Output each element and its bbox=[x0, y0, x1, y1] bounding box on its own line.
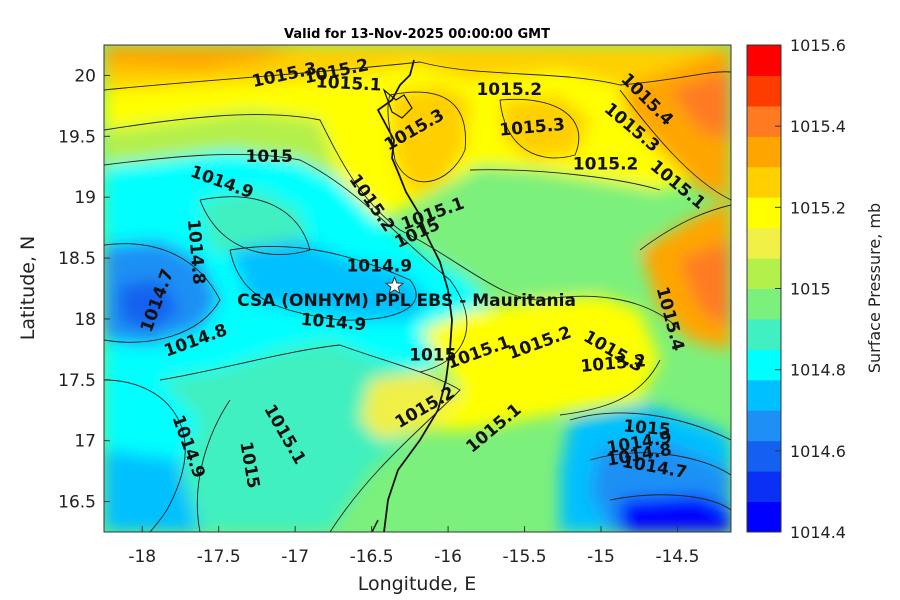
colorbar-ticks: 1015.6 1015.4 1015.2 1015 1014.8 1014.6 1014.4 bbox=[775, 36, 846, 542]
station-label: CSA (ONHYM) PPL EBS - Mauritania bbox=[237, 291, 576, 311]
colorbar-segment bbox=[747, 105, 781, 137]
colorbar-segment bbox=[747, 440, 781, 472]
contour-label: 1015 bbox=[409, 345, 456, 365]
contour-label: 1015.1 bbox=[315, 72, 382, 95]
contour-label: 1015 bbox=[622, 416, 671, 440]
contour-label: 1014.9 bbox=[346, 257, 412, 277]
x-tick-label: -14.5 bbox=[655, 547, 699, 567]
y-tick-label: 19 bbox=[74, 188, 96, 208]
colorbar-segment bbox=[747, 227, 781, 259]
colorbar-segment bbox=[747, 410, 781, 442]
colorbar-segment bbox=[747, 136, 781, 168]
x-tick-label: -17.5 bbox=[197, 547, 241, 567]
y-tick-label: 17 bbox=[74, 432, 96, 452]
x-tick-label: -17 bbox=[281, 547, 309, 567]
contour-label: 1015 bbox=[245, 147, 292, 167]
y-axis-ticks: 20 19.5 19 18.5 18 17.5 17 16.5 bbox=[58, 66, 110, 513]
colorbar-tick-label: 1015.2 bbox=[790, 198, 846, 217]
x-tick-label: -18 bbox=[128, 547, 156, 567]
pressure-field bbox=[104, 45, 731, 532]
coastline bbox=[371, 59, 453, 532]
y-tick-label: 18 bbox=[74, 310, 96, 330]
colorbar-tick-label: 1015.4 bbox=[790, 117, 846, 136]
colorbar-segment bbox=[747, 45, 781, 76]
colorbar-tick-label: 1015 bbox=[790, 280, 831, 299]
colorbar-label: Surface Pressure, mb bbox=[865, 203, 884, 373]
y-tick-label: 18.5 bbox=[58, 249, 96, 269]
colorbar-segment bbox=[747, 379, 781, 411]
colorbar-tick-label: 1014.8 bbox=[790, 361, 846, 380]
colorbar-tick-label: 1014.4 bbox=[790, 523, 846, 542]
colorbar-segment bbox=[747, 318, 781, 350]
contour-label: 1015.2 bbox=[476, 80, 542, 100]
colorbar-segment bbox=[747, 349, 781, 381]
station-star-icon[interactable] bbox=[384, 275, 405, 295]
colorbar-segment bbox=[747, 166, 781, 198]
colorbar-segment bbox=[747, 471, 781, 503]
station-marker[interactable] bbox=[384, 275, 405, 295]
colorbar-segment bbox=[747, 75, 781, 107]
y-tick-label: 17.5 bbox=[58, 371, 96, 391]
x-tick-label: -16 bbox=[434, 547, 462, 567]
x-axis-ticks: -18 -17.5 -17 -16.5 -16 -15.5 -15 -14.5 bbox=[128, 526, 699, 567]
y-tick-label: 20 bbox=[74, 66, 96, 86]
colorbar-segment bbox=[747, 288, 781, 320]
contour-lines bbox=[104, 61, 731, 532]
colorbar-tick-label: 1015.6 bbox=[790, 36, 846, 55]
x-tick-label: -15.5 bbox=[503, 547, 547, 567]
map-title: Valid for 13-Nov-2025 00:00:00 GMT bbox=[284, 27, 550, 42]
y-tick-label: 16.5 bbox=[58, 493, 96, 513]
x-tick-label: -16.5 bbox=[350, 547, 394, 567]
colorbar-segment bbox=[747, 501, 781, 533]
x-tick-label: -15 bbox=[587, 547, 615, 567]
y-axis-label: Latitude, N bbox=[17, 236, 39, 341]
colorbar-segment bbox=[747, 197, 781, 229]
contour-label: 1015.2 bbox=[573, 154, 639, 174]
x-axis-label: Longitude, E bbox=[358, 573, 477, 595]
colorbar-tick-label: 1014.6 bbox=[790, 442, 846, 461]
map-axes-frame bbox=[103, 44, 732, 533]
colorbar bbox=[747, 45, 781, 533]
y-tick-label: 19.5 bbox=[58, 127, 96, 147]
colorbar-segment bbox=[747, 258, 781, 289]
